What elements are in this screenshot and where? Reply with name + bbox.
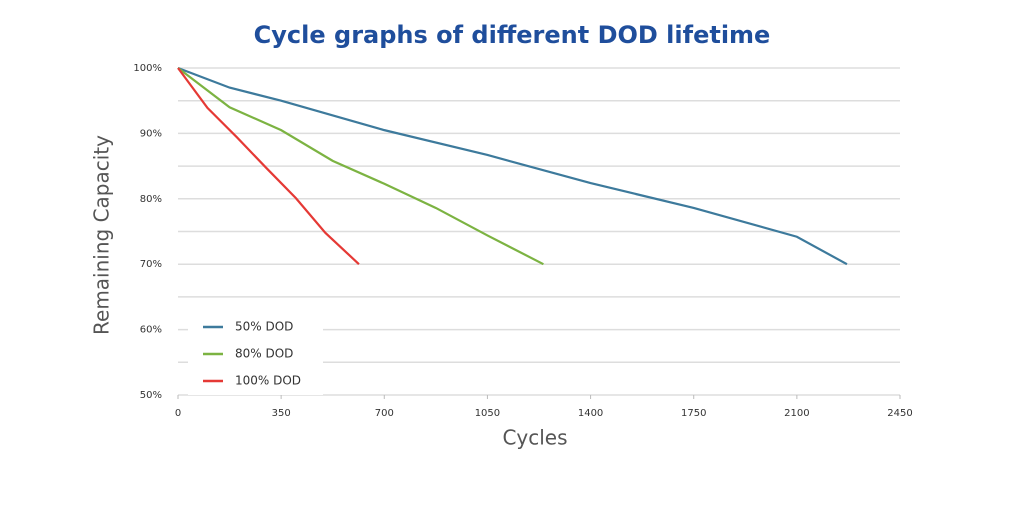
y-tick-label: 90% (140, 128, 162, 139)
legend-label: 80% DOD (235, 347, 293, 361)
x-tick-label: 350 (272, 408, 291, 419)
x-tick-label: 1750 (681, 408, 706, 419)
x-tick-label: 1400 (578, 408, 603, 419)
x-tick-label: 2100 (784, 408, 809, 419)
y-tick-label: 60% (140, 325, 162, 336)
y-tick-label: 100% (133, 63, 162, 74)
x-tick-label: 1050 (475, 408, 500, 419)
x-tick-label: 0 (175, 408, 181, 419)
y-tick-label: 80% (140, 194, 162, 205)
y-axis-label: Remaining Capacity (90, 135, 114, 335)
y-tick-label: 70% (140, 259, 162, 270)
legend-label: 100% DOD (235, 374, 301, 388)
legend-label: 50% DOD (235, 320, 293, 334)
chart-title: Cycle graphs of different DOD lifetime (254, 21, 771, 49)
line-series (177, 66, 848, 266)
line-series (177, 67, 544, 266)
x-tick-label: 2450 (887, 408, 912, 419)
x-tick-label: 700 (375, 408, 394, 419)
x-axis-label: Cycles (502, 426, 567, 450)
y-tick-label: 50% (140, 390, 162, 401)
line-series (177, 67, 360, 266)
